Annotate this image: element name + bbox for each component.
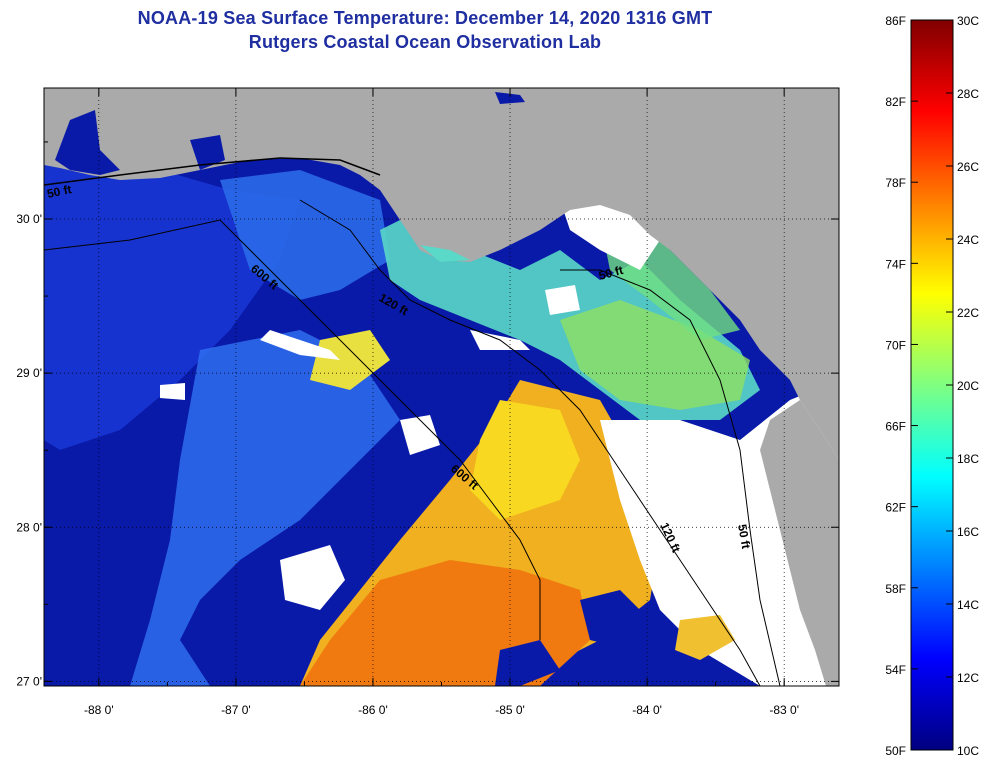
ocean-blue-mid [130,330,400,686]
colorbar-label-f: 58F [885,582,906,596]
colorbar-label-f: 54F [885,663,906,677]
contour-120ft [299,199,761,686]
coastal-bay-west [55,110,120,175]
contour-50ft-east [560,269,781,686]
contour-label-50ft-west: 50 ft [46,182,73,201]
cloud-streak-1 [260,330,340,360]
axis-ticks: -88 0' -87 0' -86 0' -85 0' -84 0' -83 0' 30 0… [16,88,839,717]
colorbar-label-c: 24C [957,233,979,247]
x-tick-label: -86 0' [358,703,388,717]
ocean-cool-band [220,170,390,300]
colorbar-labels: 86F 82F 78F 74F 70F 66F 62F 58F 54F 50F 30C 28C 26C 2… [885,14,979,758]
contour-label-50ft-south: 50 ft [735,523,753,550]
land-florida [760,400,839,686]
colorbar-label-c: 30C [957,14,979,28]
colorbar-label-f: 50F [885,744,906,758]
cloud-patch-4 [160,383,185,400]
colorbar-label-f: 86F [885,14,906,28]
colorbar-label-c: 28C [957,87,979,101]
coastal-bay-mobile [190,135,225,170]
coastal-bay-apalachicola [420,245,470,262]
lat-lon-grid [44,88,839,686]
colorbar-label-c: 20C [957,379,979,393]
y-tick-label: 27 0' [16,674,42,688]
y-tick-label: 30 0' [16,212,42,226]
x-tick-label: -83 0' [769,703,799,717]
colorbar-label-c: 14C [957,598,979,612]
ocean-yellow [470,400,580,520]
colorbar-label-f: 66F [885,420,906,434]
x-tick-label: -85 0' [495,703,525,717]
colorbar-label-f: 78F [885,176,906,190]
colorbar-label-c: 26C [957,160,979,174]
y-tick-label: 28 0' [16,520,42,534]
x-tick-label: -88 0' [84,703,114,717]
colorbar-label-f: 62F [885,501,906,515]
land-north [44,88,839,460]
colorbar-label-c: 18C [957,452,979,466]
ocean-yellow-bigbend [310,330,390,390]
x-tick-label: -84 0' [632,703,662,717]
map-subtitle: Rutgers Coastal Ocean Observation Lab [248,32,602,52]
cloud-patch-1 [280,545,345,610]
colorbar-label-c: 12C [957,671,979,685]
colorbar-label-f: 74F [885,257,906,271]
colorbar-label-c: 22C [957,306,979,320]
cloud-patch-2 [400,415,440,455]
ocean-green-patch [560,300,750,410]
contour-50ft-west [44,157,381,186]
y-tick-label: 29 0' [16,366,42,380]
cold-patch-se [580,590,650,650]
colorbar-label-c: 10C [957,744,979,758]
colorbar-label-c: 16C [957,525,979,539]
contour-600ft [44,219,541,640]
colorbar-label-f: 70F [885,338,906,352]
lake-okeechobee [495,92,525,104]
cold-patch-s [495,640,560,686]
x-tick-label: -87 0' [221,703,251,717]
colorbar-label-f: 82F [885,95,906,109]
cloud-patch-3 [545,285,580,315]
contour-label-50ft-north: 50 ft [597,263,624,283]
map-title: NOAA-19 Sea Surface Temperature: Decembe… [137,8,713,28]
warm-patch-cloud [675,615,735,660]
